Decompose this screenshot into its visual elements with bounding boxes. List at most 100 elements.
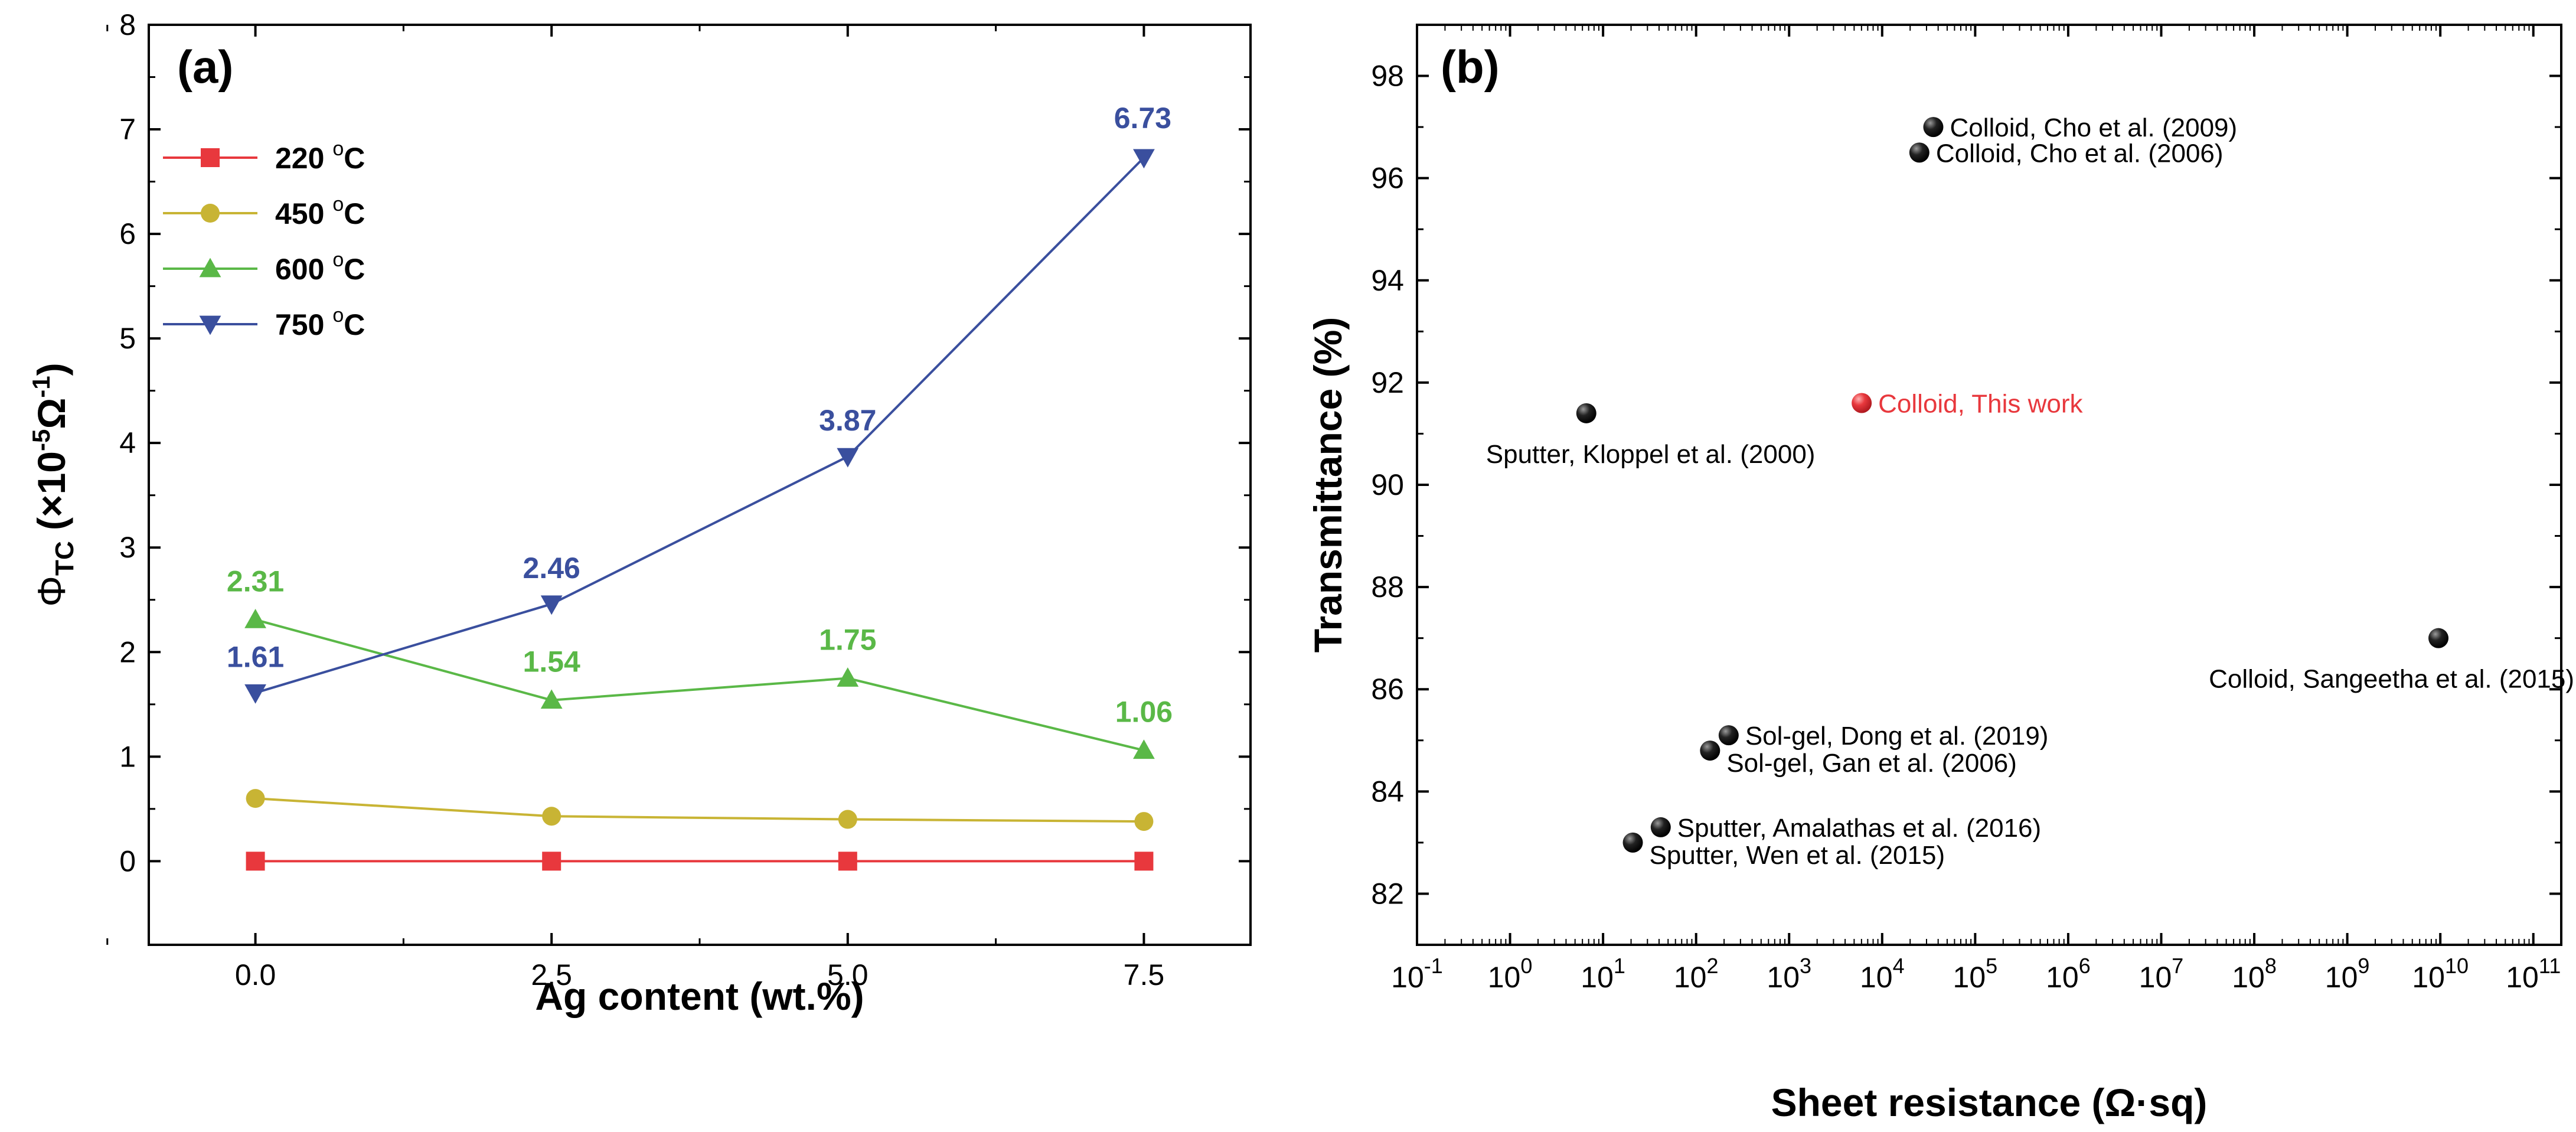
scatter-point-group: Colloid, Cho et al. (2009) xyxy=(1923,113,2237,142)
x-tick-label: 102 xyxy=(1674,954,1719,994)
scatter-point xyxy=(1909,142,1929,163)
point-label: Colloid, Cho et al. (2006) xyxy=(1936,139,2224,168)
scatter-point-group: Colloid, Cho et al. (2006) xyxy=(1909,139,2224,168)
data-point xyxy=(244,684,266,704)
y-tick-label: 84 xyxy=(1371,775,1404,808)
y-tick-label: 6 xyxy=(119,217,136,250)
y-tick-label: 88 xyxy=(1371,570,1404,603)
x-tick-label: 1010 xyxy=(2412,954,2469,994)
data-label: 1.54 xyxy=(523,645,581,678)
data-point xyxy=(244,608,266,628)
x-tick-label: 108 xyxy=(2232,954,2277,994)
y-tick-label: 8 xyxy=(119,8,136,41)
y-tick-label: 0 xyxy=(119,844,136,877)
scatter-point-group: Sputter, Amalathas et al. (2016) xyxy=(1650,814,2041,843)
y-tick-label: 92 xyxy=(1371,366,1404,399)
y-tick-label: 90 xyxy=(1371,468,1404,501)
scatter-point xyxy=(1700,740,1720,761)
y-tick-label: 98 xyxy=(1371,60,1404,93)
point-label: Sol-gel, Gan et al. (2006) xyxy=(1726,749,2017,778)
y-tick-label: 2 xyxy=(119,635,136,668)
data-point xyxy=(542,807,561,826)
data-label: 2.31 xyxy=(227,565,284,598)
y-tick-label: 86 xyxy=(1371,673,1404,706)
scatter-point xyxy=(2428,628,2449,648)
series-line xyxy=(255,156,1145,694)
series-450: 450 oC xyxy=(163,193,1154,831)
legend-label: 750 oC xyxy=(275,304,365,341)
data-point xyxy=(1133,149,1155,169)
legend-marker xyxy=(199,315,221,335)
y-tick-label: 96 xyxy=(1371,162,1404,195)
x-tick-label: 107 xyxy=(2139,954,2184,994)
point-label: Colloid, Sangeetha et al. (2015) xyxy=(2209,665,2574,694)
data-point xyxy=(838,810,857,829)
panel-a: 0 1 2 3 4 5 6 7 8 0.0 2.5 5.0 7.5 Ag content (wt.%) ΦT… xyxy=(27,8,1252,1018)
x-tick-label: 105 xyxy=(1953,954,1998,994)
panel-b: 82 84 86 88 90 92 94 96 98 10-1 100 101 102 103 104 105… xyxy=(1306,24,2574,1124)
y-axis-title: Transmittance (%) xyxy=(1306,317,1350,653)
scatter-point-group: Sol-gel, Dong et al. (2019) xyxy=(1718,722,2048,751)
y-tick-label: 5 xyxy=(119,322,136,355)
point-label: Colloid, This work xyxy=(1878,390,2083,419)
series-line xyxy=(255,797,1144,823)
point-label: Sputter, Amalathas et al. (2016) xyxy=(1677,814,2041,843)
legend-marker xyxy=(201,204,220,223)
legend-label: 450 oC xyxy=(275,193,365,230)
data-point xyxy=(1134,812,1154,831)
x-axis-title: Sheet resistance (Ω·sq) xyxy=(1771,1081,2208,1124)
x-tick-label: 109 xyxy=(2325,954,2370,994)
y-tick-label: 3 xyxy=(119,531,136,564)
data-point xyxy=(246,852,265,871)
series-600: 2.31 1.54 1.75 1.06 600 oC xyxy=(163,249,1173,759)
scatter-point xyxy=(1852,393,1872,413)
scatter-point-group: Colloid, This work xyxy=(1852,390,2084,419)
scatter-point xyxy=(1718,725,1739,746)
data-point xyxy=(838,852,857,871)
data-point xyxy=(540,595,563,615)
data-point xyxy=(1134,852,1154,871)
data-point xyxy=(837,667,859,687)
data-label: 1.75 xyxy=(819,624,876,657)
series-line xyxy=(255,618,1144,752)
scatter-point xyxy=(1923,117,1944,138)
x-tick-label: 10-1 xyxy=(1391,954,1443,994)
y-tick-label: 82 xyxy=(1371,877,1404,910)
legend-marker xyxy=(201,148,220,167)
series-220: 220 oC xyxy=(163,138,1154,871)
data-label: 1.61 xyxy=(227,640,284,673)
scatter-point-group: Sputter, Wen et al. (2015) xyxy=(1622,832,1945,870)
y-tick-label: 4 xyxy=(119,426,136,459)
data-label: 2.46 xyxy=(523,552,580,585)
data-point xyxy=(542,852,561,871)
panel-b-label: (b) xyxy=(1441,41,1500,93)
scatter-point-group: Sputter, Kloppel et al. (2000) xyxy=(1486,403,1815,469)
x-tick-label: 2.5 xyxy=(531,958,572,991)
data-point xyxy=(246,789,265,808)
data-point xyxy=(540,689,563,709)
scatter-point xyxy=(1622,832,1643,853)
y-tick-label: 7 xyxy=(119,113,136,146)
data-point xyxy=(1133,739,1155,759)
x-tick-label: 100 xyxy=(1488,954,1533,994)
y-axis-title: ΦTC (×10-5Ω-1) xyxy=(27,363,79,606)
x-tick-label: 104 xyxy=(1860,954,1905,994)
x-tick-label: 0.0 xyxy=(235,958,276,991)
data-point xyxy=(837,448,859,468)
legend-label: 600 oC xyxy=(275,249,365,286)
scatter-point-group: Colloid, Sangeetha et al. (2015) xyxy=(2209,628,2574,694)
legend-label: 220 oC xyxy=(275,138,365,175)
y-tick-label: 1 xyxy=(119,740,136,773)
x-tick-label: 1011 xyxy=(2506,954,2561,994)
data-label: 6.73 xyxy=(1114,102,1171,135)
data-label: 1.06 xyxy=(1115,696,1173,729)
x-tick-label: 103 xyxy=(1767,954,1811,994)
legend-marker xyxy=(199,257,221,278)
x-tick-label: 101 xyxy=(1581,954,1625,994)
x-tick-label: 5.0 xyxy=(827,958,869,991)
scatter-point xyxy=(1650,817,1671,837)
x-axis-title: Ag content (wt.%) xyxy=(535,974,864,1018)
scatter-point xyxy=(1576,403,1596,423)
x-tick-label: 7.5 xyxy=(1124,958,1165,991)
